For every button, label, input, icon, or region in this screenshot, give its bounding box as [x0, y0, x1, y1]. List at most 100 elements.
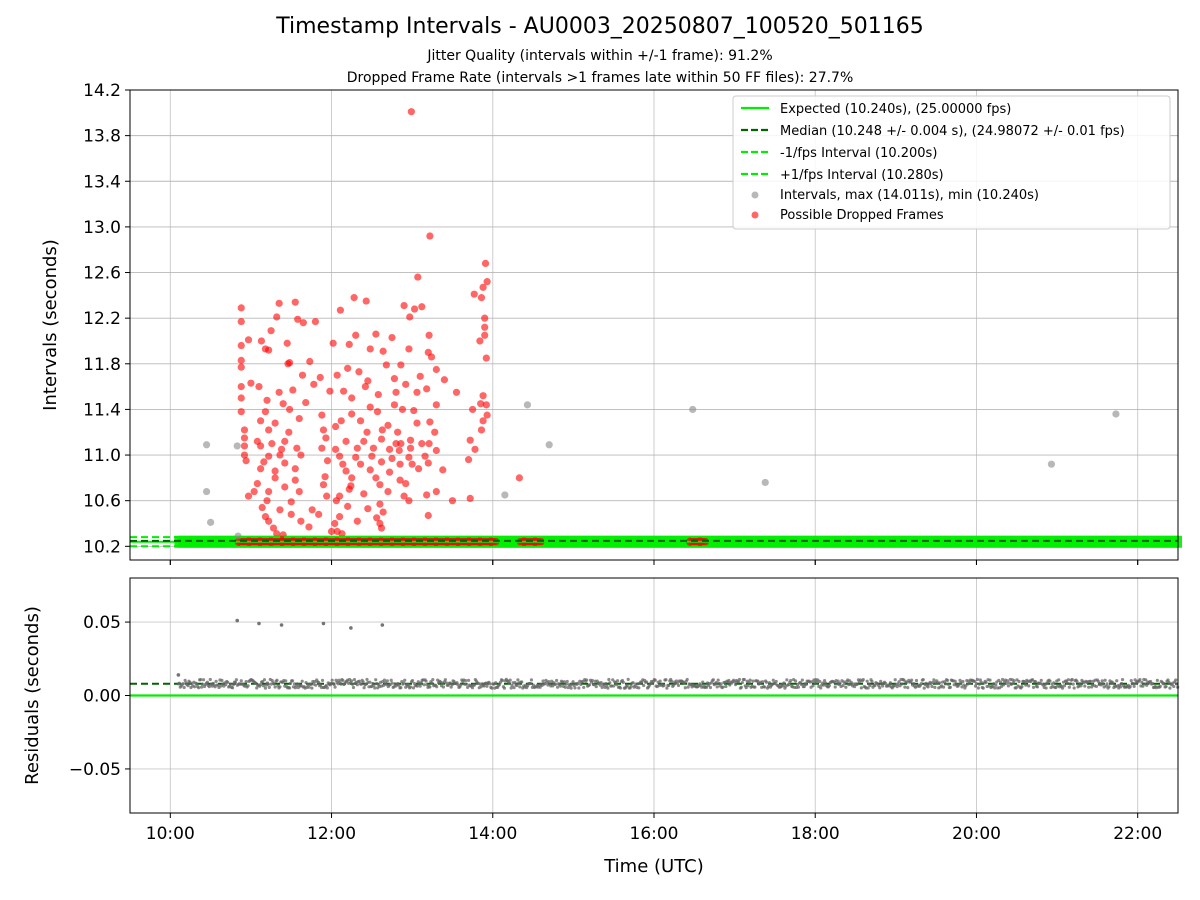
legend-dropped: Possible Dropped Frames — [780, 208, 944, 223]
residual-point — [746, 684, 750, 688]
dropped-frame-point — [345, 340, 353, 348]
legend-minus-1fps: -1/fps Interval (10.200s) — [780, 146, 937, 161]
residual-point — [555, 685, 560, 689]
residual-point — [793, 679, 798, 683]
residual-point — [1105, 682, 1109, 686]
residual-point — [665, 686, 669, 690]
residual-point — [1079, 684, 1083, 688]
dropped-frame-point — [379, 347, 387, 355]
dropped-frame-point — [483, 278, 491, 286]
residual-point — [288, 681, 293, 686]
residual-point — [520, 680, 524, 684]
residual-point — [822, 678, 827, 683]
dropped-frame-point — [253, 479, 261, 488]
dropped-frame-point — [297, 451, 305, 459]
residual-point — [999, 680, 1003, 684]
dropped-frame-point — [416, 372, 424, 380]
x-tick-label: 10:00 — [146, 824, 195, 844]
dropped-frame-point — [362, 297, 370, 305]
residual-point — [304, 681, 308, 685]
residual-outlier-point — [279, 623, 284, 627]
residual-point — [397, 683, 401, 687]
dropped-frame-point — [276, 506, 284, 514]
dropped-frame-point — [237, 341, 245, 350]
residual-point — [579, 682, 583, 686]
residual-point — [350, 682, 355, 686]
residual-point — [509, 686, 513, 690]
residual-point — [431, 678, 435, 682]
residual-point — [1071, 682, 1075, 686]
residual-point — [742, 677, 746, 682]
residual-point — [325, 686, 329, 690]
dropped-frame-point — [247, 379, 255, 387]
dropped-frame-point — [336, 306, 345, 314]
residual-point — [197, 686, 201, 690]
dropped-frame-point — [479, 283, 487, 291]
dropped-frame-point — [395, 446, 403, 455]
residual-point — [855, 682, 860, 686]
residual-point — [1155, 678, 1159, 682]
dropped-frame-point — [265, 426, 273, 434]
dropped-frame-point — [240, 426, 249, 434]
residual-point — [262, 678, 267, 682]
residual-point — [563, 685, 567, 689]
residual-point — [972, 679, 977, 683]
x-tick-label: 22:00 — [1113, 824, 1162, 844]
residual-point — [948, 685, 952, 689]
residual-point — [1138, 678, 1142, 682]
dropped-frame-point — [481, 331, 489, 339]
dropped-frame-point — [348, 410, 356, 418]
dropped-frame-point — [318, 411, 326, 419]
residual-point — [642, 683, 646, 688]
residual-point — [865, 679, 869, 683]
dropped-frame-point — [388, 333, 396, 342]
dropped-frame-point — [355, 368, 363, 376]
residual-point — [1168, 686, 1172, 690]
residual-point — [266, 682, 270, 686]
dropped-frame-point — [268, 440, 276, 448]
legend-intervals-swatch — [751, 191, 759, 199]
residual-point — [612, 684, 616, 688]
residual-point — [914, 678, 919, 683]
dropped-frame-point — [291, 465, 299, 473]
dropped-frame-point — [364, 377, 372, 385]
dropped-frame-point — [413, 419, 421, 427]
residual-point — [1174, 678, 1178, 682]
y-tick-label: 11.8 — [83, 355, 121, 375]
dropped-frame-point — [406, 313, 414, 321]
dropped-frame-point — [390, 375, 399, 383]
dropped-frame-point — [242, 457, 250, 465]
dropped-frame-point — [240, 451, 249, 459]
residual-point — [562, 680, 566, 684]
dropped-frame-point — [366, 345, 374, 353]
residual-point — [324, 683, 328, 688]
interval-point — [1047, 460, 1056, 468]
dropped-frame-point — [256, 417, 265, 425]
residual-point — [352, 677, 357, 682]
dropped-frame-point — [413, 388, 421, 396]
dropped-frame-point — [267, 327, 275, 335]
dropped-frame-point — [377, 458, 386, 466]
interval-point — [233, 442, 241, 450]
residual-point — [685, 677, 689, 682]
residual-point — [811, 684, 815, 688]
dropped-frame-point — [425, 440, 433, 448]
residual-point — [261, 684, 266, 688]
legend-expected: Expected (10.240s), (25.00000 fps) — [780, 102, 1011, 117]
residual-point — [239, 679, 243, 683]
x-tick-label: 14:00 — [468, 824, 517, 844]
residual-point — [220, 678, 224, 682]
dropped-frame-point — [390, 401, 399, 409]
legend-intervals: Intervals, max (14.011s), min (10.240s) — [780, 188, 1039, 203]
residual-point — [1075, 679, 1079, 684]
dropped-frame-point — [405, 345, 413, 353]
residual-point — [984, 680, 988, 685]
dropped-frame-point — [287, 498, 295, 506]
dropped-frame-point — [469, 405, 477, 414]
residual-point — [802, 684, 806, 689]
residual-point — [466, 685, 470, 689]
residual-point — [1044, 686, 1048, 690]
dropped-frame-point — [342, 437, 350, 445]
residual-point — [590, 678, 595, 683]
dropped-frame-point — [377, 435, 386, 443]
